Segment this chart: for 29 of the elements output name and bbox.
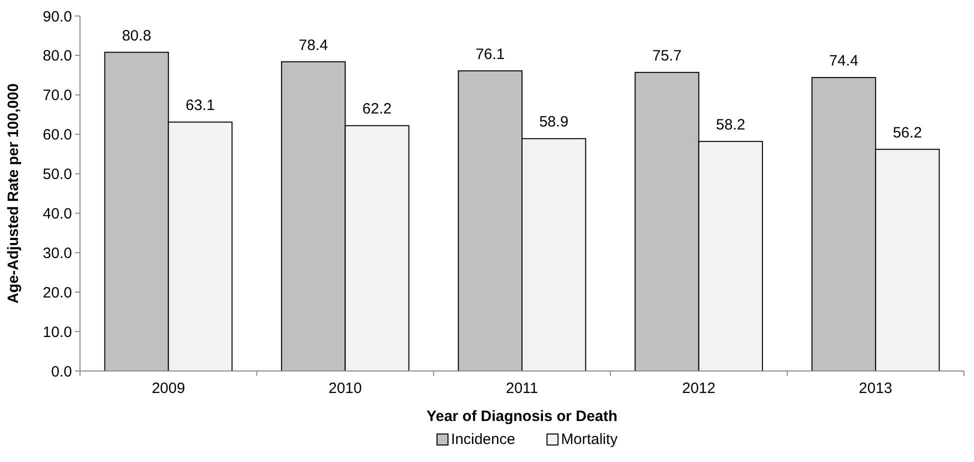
y-tick-label: 30.0 bbox=[42, 244, 72, 262]
x-tick-label: 2009 bbox=[152, 380, 186, 397]
data-label: 74.4 bbox=[829, 52, 858, 70]
data-label: 56.2 bbox=[892, 124, 922, 142]
data-label: 76.1 bbox=[476, 46, 505, 63]
x-tick-label: 2013 bbox=[858, 380, 892, 397]
data-label: 75.7 bbox=[652, 47, 682, 64]
data-label: 58.9 bbox=[539, 114, 568, 131]
x-tick-label: 2012 bbox=[682, 380, 716, 397]
x-axis-title: Year of Diagnosis or Death bbox=[426, 408, 618, 425]
y-tick-label: 20.0 bbox=[42, 284, 72, 302]
y-tick-label: 70.0 bbox=[42, 87, 72, 104]
data-label: 80.8 bbox=[122, 27, 152, 44]
data-label: 62.2 bbox=[362, 100, 392, 118]
data-label: 63.1 bbox=[186, 97, 215, 114]
y-tick-label: 40.0 bbox=[42, 205, 72, 222]
y-tick-label: 10.0 bbox=[42, 324, 72, 341]
data-label: 78.4 bbox=[298, 36, 328, 54]
data-label: 58.2 bbox=[716, 116, 746, 134]
x-tick-label: 2010 bbox=[328, 380, 362, 397]
y-tick-label: 50.0 bbox=[42, 166, 72, 184]
y-tick-label: 90.0 bbox=[42, 8, 72, 26]
x-tick-label: 2011 bbox=[506, 380, 538, 397]
y-tick-label: 0.0 bbox=[51, 363, 72, 380]
y-tick-label: 60.0 bbox=[42, 126, 72, 144]
y-tick-label: 80.0 bbox=[42, 48, 72, 65]
legend-label: Mortality bbox=[561, 431, 618, 448]
y-axis-title: Age-Adjusted Rate per 100,000 bbox=[5, 83, 22, 304]
legend-label: Incidence bbox=[451, 431, 516, 448]
